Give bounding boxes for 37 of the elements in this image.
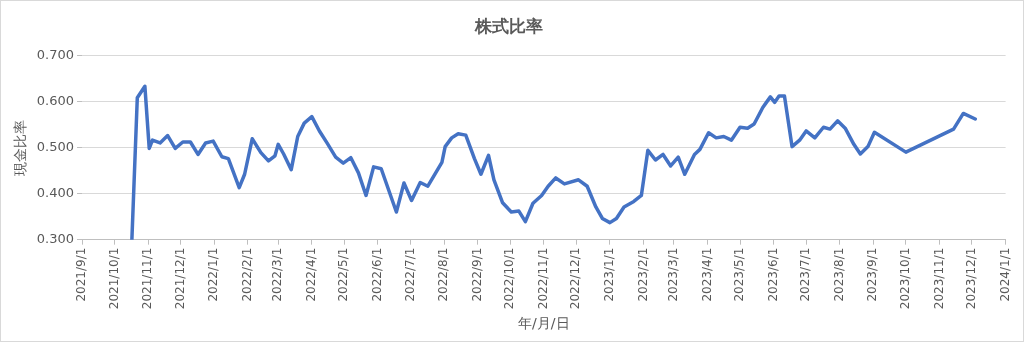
x-tick-label: 2022/2/1	[240, 247, 254, 302]
x-tick-label: 2022/1/1	[206, 247, 221, 302]
x-tick-label: 2023/5/1	[732, 247, 747, 302]
y-tick-label: 0.600	[36, 92, 75, 108]
x-tick-label: 2023/6/1	[765, 247, 780, 302]
x-tick-label: 2022/6/1	[370, 247, 385, 302]
x-tick-label: 2022/12/1	[568, 247, 583, 310]
y-tick-label: 0.300	[36, 231, 75, 247]
x-tick-label: 2023/12/1	[964, 247, 979, 310]
y-tick-label: 0.500	[36, 138, 75, 154]
x-tick-label: 2023/7/1	[798, 247, 813, 302]
x-tick-label: 2021/11/1	[140, 247, 155, 310]
x-tick-label: 2023/11/1	[931, 247, 946, 310]
x-tick-label: 2022/3/1	[270, 247, 285, 302]
y-tick-label: 0.700	[36, 46, 75, 62]
x-tick-label: 2023/3/1	[666, 247, 681, 302]
x-axis-title: 年/月/日	[518, 315, 570, 332]
x-tick-label: 2021/12/1	[172, 247, 187, 310]
x-tick-label: 2023/9/1	[865, 247, 880, 302]
x-tick-label: 2021/9/1	[74, 247, 89, 302]
x-tick-label: 2022/4/1	[303, 247, 318, 302]
x-tick-label: 2023/2/1	[635, 247, 650, 302]
x-tick-label: 2023/8/1	[831, 247, 846, 302]
x-tick-label: 2022/5/1	[336, 247, 351, 302]
x-tick-label: 2022/11/1	[535, 247, 550, 310]
y-tick-label: 0.400	[36, 184, 75, 200]
x-tick-label: 2023/1/1	[602, 247, 617, 302]
x-tick-label: 2023/10/1	[898, 247, 912, 310]
x-tick-label: 2023/4/1	[699, 247, 714, 302]
x-tick-label: 2024/1/1	[997, 247, 1012, 302]
x-tick-label: 2021/10/1	[106, 247, 121, 310]
x-tick-label: 2022/7/1	[402, 247, 417, 302]
chart-title: 株式比率	[474, 15, 543, 36]
x-tick-label: 2022/8/1	[436, 247, 451, 302]
y-axis-title: 現金比率	[12, 119, 29, 176]
x-tick-label: 2022/10/1	[502, 247, 517, 310]
x-tick-label: 2022/9/1	[469, 247, 484, 302]
